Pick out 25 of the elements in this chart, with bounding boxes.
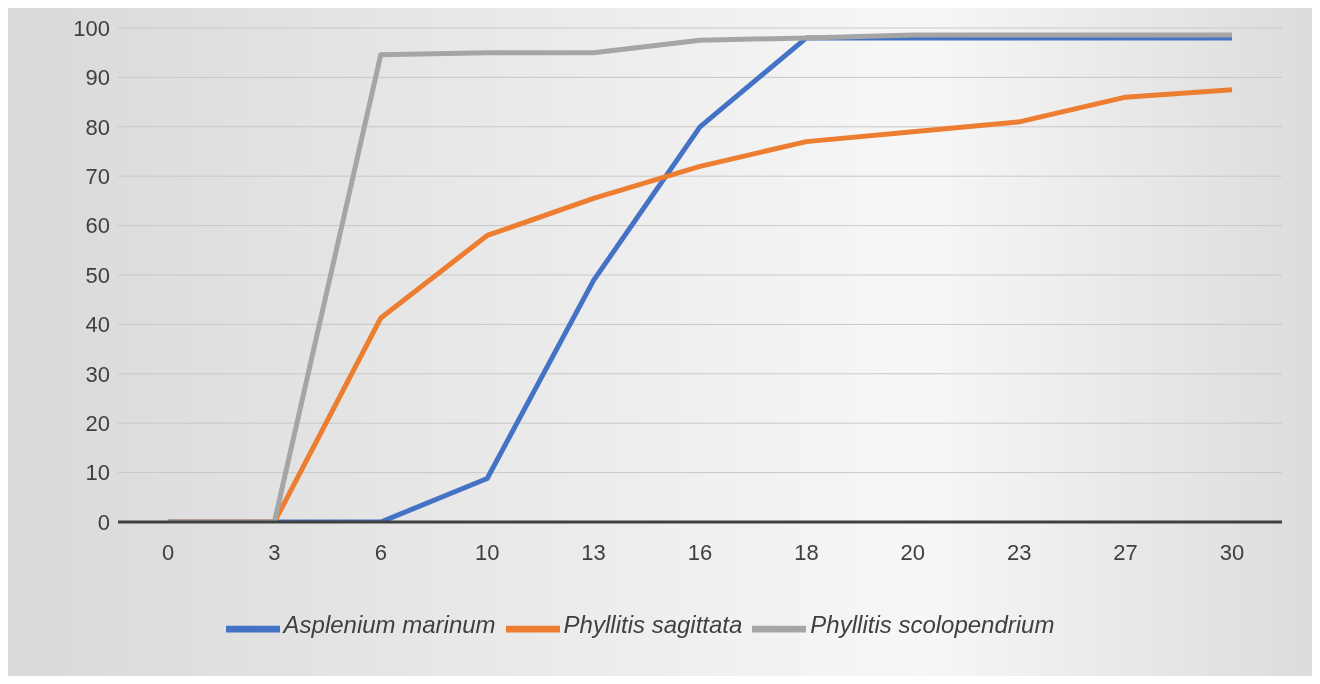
- x-tick-label: 23: [1006, 539, 1032, 565]
- x-tick-label: 30: [1219, 539, 1245, 565]
- x-tick-label: 6: [374, 539, 387, 565]
- y-tick-label: 0: [97, 509, 110, 535]
- legend-label: Phyllitis sagittata: [563, 611, 743, 639]
- y-tick-label: 70: [85, 164, 110, 190]
- y-tick-label: 90: [85, 65, 110, 91]
- x-tick-label: 27: [1113, 539, 1138, 565]
- legend-label: Phyllitis scolopendrium: [810, 611, 1055, 639]
- y-tick-label: 10: [85, 460, 110, 486]
- y-tick-label: 50: [85, 262, 110, 288]
- x-tick-label: 16: [687, 539, 713, 565]
- y-tick-label: 100: [73, 15, 110, 41]
- y-tick-label: 30: [85, 361, 110, 387]
- x-tick-label: 3: [268, 539, 281, 565]
- x-tick-label: 13: [581, 539, 606, 565]
- y-tick-label: 60: [85, 213, 110, 239]
- legend-label: Asplenium marinum: [283, 611, 496, 639]
- y-tick-label: 40: [85, 312, 110, 338]
- y-tick-label: 20: [85, 411, 110, 437]
- x-tick-label: 20: [900, 539, 926, 565]
- x-tick-label: 0: [161, 539, 175, 565]
- x-tick-label: 18: [794, 539, 819, 565]
- y-tick-label: 80: [85, 114, 110, 140]
- x-tick-label: 10: [474, 539, 500, 565]
